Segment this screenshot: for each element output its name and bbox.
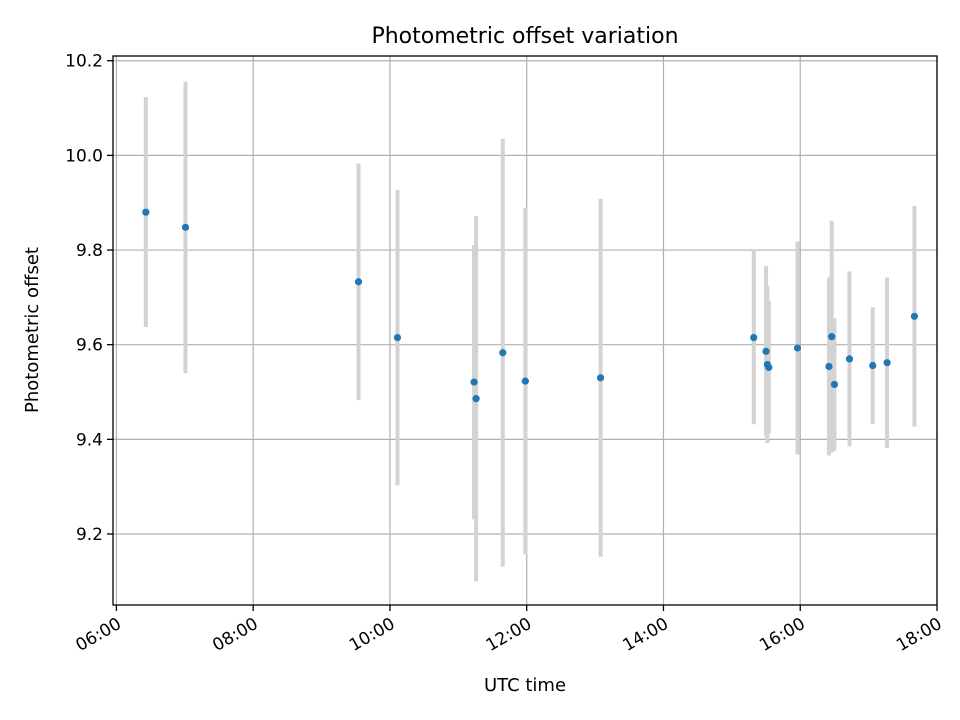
data-point (765, 363, 773, 372)
chart-title: Photometric offset variation (371, 24, 678, 49)
data-point (499, 349, 507, 357)
data-point (354, 278, 363, 286)
y-tick-label: 9.2 (76, 525, 103, 545)
x-axis-label: UTC time (484, 675, 566, 696)
data-point (762, 347, 770, 355)
y-tick-label: 10.0 (65, 146, 103, 166)
x-tick-label: 18:00 (893, 614, 945, 656)
y-tick-label: 9.6 (76, 336, 103, 356)
data-point (470, 378, 478, 386)
y-tick-label: 9.4 (76, 430, 103, 450)
data-point (181, 223, 190, 231)
data-point (910, 312, 919, 320)
data-point (750, 333, 758, 342)
x-tick-label: 08:00 (209, 614, 261, 656)
x-tick-label: 06:00 (72, 614, 124, 656)
x-tick-label: 16:00 (756, 614, 808, 656)
errorbar-layer (143, 81, 917, 582)
x-tick-label: 12:00 (483, 614, 535, 656)
point-layer (142, 208, 919, 403)
plot-frame (112, 55, 938, 606)
data-point (393, 333, 402, 342)
data-point (793, 344, 802, 352)
data-point (472, 395, 480, 403)
data-point (142, 208, 150, 216)
data-point (883, 359, 891, 367)
y-tick-label: 9.8 (76, 241, 103, 261)
data-point (845, 355, 854, 363)
data-point (521, 377, 529, 385)
x-tick-label: 10:00 (346, 614, 398, 656)
data-point (869, 361, 877, 370)
data-point (828, 333, 836, 341)
y-tick-label: 10.2 (65, 52, 103, 72)
data-point (830, 380, 839, 389)
data-point (596, 374, 605, 382)
x-tick-label: 14:00 (620, 614, 672, 656)
data-point (825, 362, 833, 371)
y-axis-label: Photometric offset (22, 247, 43, 413)
